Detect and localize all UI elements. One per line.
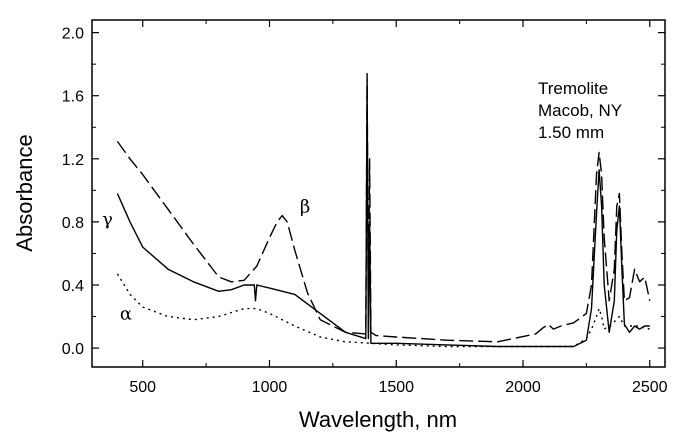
y-tick-label: 1.6 <box>62 89 84 106</box>
y-tick-label: 1.2 <box>62 152 84 169</box>
x-tick-label: 1000 <box>252 379 288 396</box>
y-tick-label: 0.8 <box>62 215 84 232</box>
x-axis-title: Wavelength, nm <box>299 407 457 432</box>
series-labels: β γ α <box>102 196 310 324</box>
data-series <box>116 72 651 348</box>
x-tick-label: 2000 <box>505 379 541 396</box>
x-tick-label: 2500 <box>632 379 668 396</box>
x-tick-label: 500 <box>129 379 156 396</box>
y-tick-label: 0.4 <box>62 278 84 295</box>
y-tick-label: 0.0 <box>62 341 84 358</box>
x-tick-label: 1500 <box>378 379 414 396</box>
y-tick-label: 2.0 <box>62 26 84 43</box>
series-beta-line <box>116 72 651 343</box>
annotation-line-2: Macob, NY <box>538 101 622 120</box>
series-gamma-line <box>116 79 650 348</box>
series-gamma-label: γ <box>102 209 113 230</box>
series-beta-label: β <box>300 196 310 217</box>
series-alpha-label: α <box>120 304 132 325</box>
annotation-line-1: Tremolite <box>538 79 608 98</box>
plot-frame <box>91 19 666 368</box>
y-axis-title: Absorbance <box>12 134 37 251</box>
annotation-line-3: 1.50 mm <box>538 123 604 142</box>
axis-ticks: 500 1000 1500 2000 2500 0.0 0.4 0.8 1.2 1.6 2.0 <box>62 20 668 396</box>
